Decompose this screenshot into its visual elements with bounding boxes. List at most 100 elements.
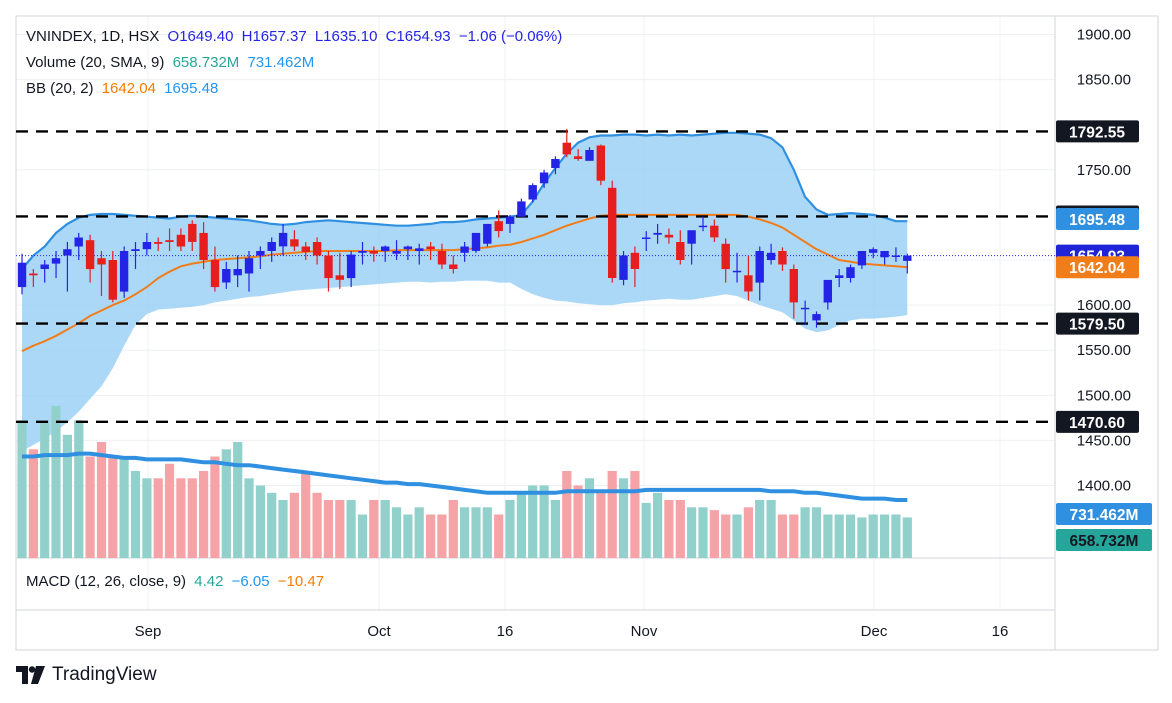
volume-bar xyxy=(40,420,50,559)
volume-bar xyxy=(573,485,583,558)
bb-fill xyxy=(22,132,908,452)
candle-body xyxy=(664,234,674,238)
candle-body xyxy=(85,240,95,270)
y-tick-label: 1750.00 xyxy=(1077,162,1131,179)
legend-open: O1649.40 xyxy=(167,28,234,45)
x-tick-label: Sep xyxy=(135,623,162,640)
volume-bar xyxy=(119,456,129,558)
candle-body xyxy=(369,251,378,254)
volume-bar xyxy=(539,485,549,558)
legend-main: VNINDEX, 1D, HSX O1649.40 H1657.37 L1635… xyxy=(26,28,566,45)
y-tick-label: 1500.00 xyxy=(1077,387,1131,404)
volume-bar xyxy=(800,507,810,559)
legend-bb: BB (20, 2) 1642.04 1695.48 xyxy=(26,80,222,97)
y-tick-label: 1550.00 xyxy=(1077,342,1131,359)
y-tick-label: 1450.00 xyxy=(1077,432,1131,449)
candle-body xyxy=(267,242,276,251)
tradingview-logo-icon xyxy=(16,666,45,684)
volume-bar xyxy=(777,514,787,558)
candle-body xyxy=(596,145,605,181)
volume-bar xyxy=(108,456,118,558)
candle-body xyxy=(551,159,560,168)
volume-bar xyxy=(312,492,322,559)
candle-body xyxy=(903,255,912,261)
volume-bar xyxy=(755,500,765,558)
candle-body xyxy=(222,269,231,283)
candle-body xyxy=(642,237,651,239)
volume-bar xyxy=(743,507,753,559)
candle-body xyxy=(869,249,878,253)
volume-bar xyxy=(732,514,742,558)
candle-body xyxy=(800,307,810,310)
candle-body xyxy=(165,240,174,242)
x-tick-label: Dec xyxy=(861,623,888,640)
volume-bar xyxy=(675,500,685,558)
candle-body xyxy=(789,269,798,303)
y-tick-label: 1900.00 xyxy=(1077,27,1131,44)
candle-body xyxy=(449,264,458,269)
tradingview-logo[interactable]: TradingView xyxy=(16,664,157,686)
volume-bar xyxy=(62,434,72,559)
x-axis: Sep Oct 16 Nov Dec 16 xyxy=(135,623,1009,640)
volume-bar xyxy=(153,478,163,559)
legend-symbol: VNINDEX, 1D, HSX xyxy=(26,28,160,45)
volume-bar xyxy=(369,500,379,558)
y-axis: 1900.00 1850.00 1750.00 1600.00 1550.00 1500.… xyxy=(1056,27,1152,551)
volume-bar xyxy=(267,492,277,559)
volume-bar xyxy=(17,420,27,559)
candle-body xyxy=(437,251,447,265)
volume-bar xyxy=(210,456,220,558)
candle-body xyxy=(471,232,481,251)
candle-body xyxy=(358,251,367,253)
volume-label-bg xyxy=(1056,529,1152,551)
candle-body xyxy=(608,187,617,278)
volume-bar xyxy=(437,514,447,558)
candle-body xyxy=(97,258,106,265)
candle-body xyxy=(880,251,889,258)
volume-bar xyxy=(709,510,719,558)
candle-body xyxy=(573,156,583,159)
legend-volume-value: 658.732M xyxy=(172,54,240,71)
volume-bar xyxy=(630,471,640,558)
candle-body xyxy=(619,255,628,280)
volume-bar xyxy=(902,517,912,558)
candle-body xyxy=(301,246,310,252)
chart-frame xyxy=(15,15,1159,651)
candle-body xyxy=(154,242,163,244)
volume-bar xyxy=(51,405,61,559)
volume-bar xyxy=(301,471,311,558)
volume-bar xyxy=(335,500,345,558)
volume-bar xyxy=(482,507,492,559)
volume-bar xyxy=(834,514,844,558)
candles xyxy=(17,129,912,328)
legend-macd: MACD (12, 26, close, 9) 4.42 −6.05 −10.4… xyxy=(26,573,328,590)
level-label-bg xyxy=(1056,312,1139,335)
volume-bar xyxy=(403,514,413,558)
volume-bar xyxy=(414,507,424,559)
legend-bb-label: BB (20, 2) xyxy=(26,80,94,97)
volume-bar xyxy=(221,449,231,559)
candle-body xyxy=(210,260,220,288)
volume-bar xyxy=(868,514,878,558)
candle-body xyxy=(857,251,867,266)
candle-body xyxy=(812,314,821,321)
volume-bar xyxy=(891,514,901,558)
volume-bar xyxy=(255,485,265,558)
volume-bar xyxy=(74,420,84,559)
volume-bar xyxy=(766,500,776,558)
legend-bb-mid: 1642.04 xyxy=(101,80,156,97)
candle-body xyxy=(335,275,344,280)
volume-bar xyxy=(346,500,356,558)
candle-body xyxy=(278,232,288,247)
candle-body xyxy=(744,275,753,292)
x-tick-label: 16 xyxy=(497,623,514,640)
candle-body xyxy=(732,270,742,273)
horizontal-levels xyxy=(16,130,1055,424)
candle-body xyxy=(17,262,27,288)
candle-body xyxy=(392,251,401,254)
volume-bar xyxy=(426,514,436,558)
legend-macd-signal: −10.47 xyxy=(277,573,325,590)
volume-bar xyxy=(845,514,856,558)
candle-body xyxy=(778,251,787,265)
